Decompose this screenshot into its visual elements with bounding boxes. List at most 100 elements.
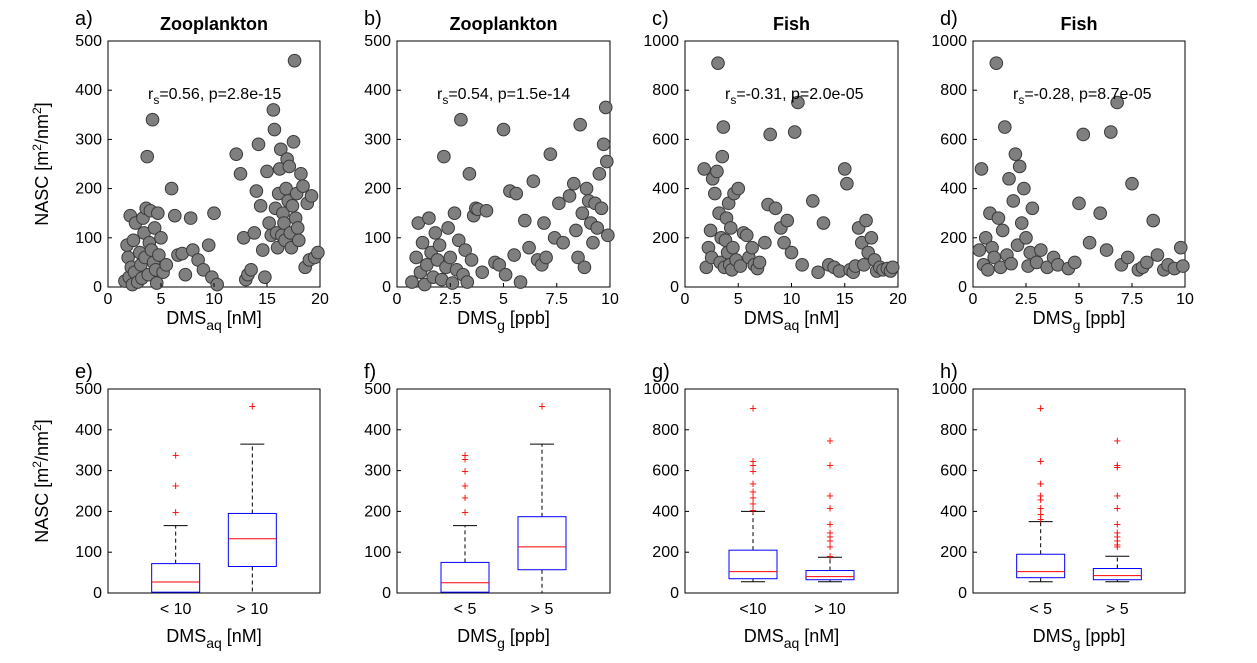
data-point [247,226,262,240]
data-point [249,184,264,198]
y-tick-label: 300 [75,463,102,480]
x-tick-label: > 5 [1106,601,1129,618]
y-tick-label: 200 [364,181,391,198]
box-outlier: + [461,504,469,519]
data-point [711,56,725,70]
data-point [731,181,746,196]
correlation-subscript: s [153,93,159,107]
data-point [498,267,513,282]
panel-label: f) [364,361,376,383]
box-outlier: + [461,447,469,462]
box-iqr [517,516,567,571]
data-point [178,267,193,282]
data-point [998,120,1012,134]
x-axis-label: DMSg [ppb] [457,308,550,333]
correlation-annotation: rs=-0.31, p=2.0e-05 [725,86,864,107]
data-point [1120,250,1135,265]
box-outlier: + [1037,512,1045,527]
box-outlier: + [749,502,757,517]
data-point [266,103,281,117]
data-point [1008,147,1023,161]
box-outlier: + [461,451,469,466]
data-point [518,213,532,228]
y-tick-label: 0 [382,585,391,602]
data-point [1019,231,1033,245]
y-tick-label: 0 [958,279,967,296]
box-outlier: + [1037,476,1045,491]
data-point [292,233,306,248]
plot-frame [107,388,321,594]
y-tick-label: 500 [75,33,102,50]
x-tick-label: > 10 [237,601,269,618]
y-tick-label: 600 [940,131,967,148]
data-point [745,240,759,255]
x-axis-label-unit: [nM] [222,626,262,646]
data-point [460,275,475,289]
x-axis-label-main: DMS [744,308,784,328]
data-point [145,112,160,127]
box-outlier: + [1114,500,1122,515]
x-tick-label: 10 [783,291,801,308]
correlation-annotation: rs=0.56, p=2.8e-15 [148,86,281,107]
x-axis-label: DMSg [ppb] [1033,626,1126,651]
data-point [974,162,989,176]
data-point [859,213,873,228]
x-tick-label: 15 [258,291,276,308]
data-point [159,258,174,272]
data-point [164,181,179,196]
data-point [152,248,166,262]
panel-title: Zooplankton [160,14,268,34]
y-tick-label: 300 [75,131,102,148]
data-point [201,238,216,252]
x-axis-label: DMSaq [nM] [166,308,262,333]
box-outlier: + [1114,488,1122,503]
box-outlier: + [1037,506,1045,521]
correlation-r: r [1013,86,1019,103]
data-point [806,194,820,208]
data-point [573,117,587,132]
box-iqr [440,561,490,593]
x-tick-label: 5 [734,291,743,308]
y-axis-label-superscript: 2 [30,461,44,468]
x-axis-label-main: DMS [744,626,784,646]
data-point [290,221,305,235]
panel-h: h)++++++++< 5+++++++++++> 50200400600800… [931,361,1186,651]
data-point [752,255,767,270]
y-tick-label: 0 [93,585,102,602]
data-point [837,162,852,176]
data-point [537,216,551,230]
data-point [445,276,460,290]
data-point [285,199,300,213]
y-tick-label: 400 [364,82,391,99]
data-point [1076,127,1091,142]
y-tick-label: 400 [940,503,967,520]
x-tick-label: 5 [499,291,508,308]
x-tick-label: <10 [739,601,766,618]
data-point [154,231,168,245]
data-point [590,221,605,235]
x-tick-label: 10 [601,291,619,308]
data-point [304,189,319,203]
y-tick-label: 400 [652,503,679,520]
data-point [1150,248,1165,262]
box-outlier: + [749,490,757,505]
data-point [492,258,507,272]
data-point [566,176,581,191]
x-axis-label-subscript: aq [206,317,222,333]
panel-label: a) [75,8,93,30]
x-axis-label-main: DMS [457,626,497,646]
box-outlier: + [826,457,834,472]
data-point [458,243,472,257]
y-tick-label: 600 [652,463,679,480]
x-tick-label: 0 [969,291,978,308]
x-axis-label-unit: [nM] [799,626,839,646]
y-axis-label-superscript: 2 [30,144,44,151]
data-point [258,270,272,284]
y-tick-label: 200 [940,544,967,561]
y-tick-label: 500 [75,381,102,398]
box-outlier: + [826,533,834,548]
data-point [784,245,799,260]
data-point [596,137,611,152]
